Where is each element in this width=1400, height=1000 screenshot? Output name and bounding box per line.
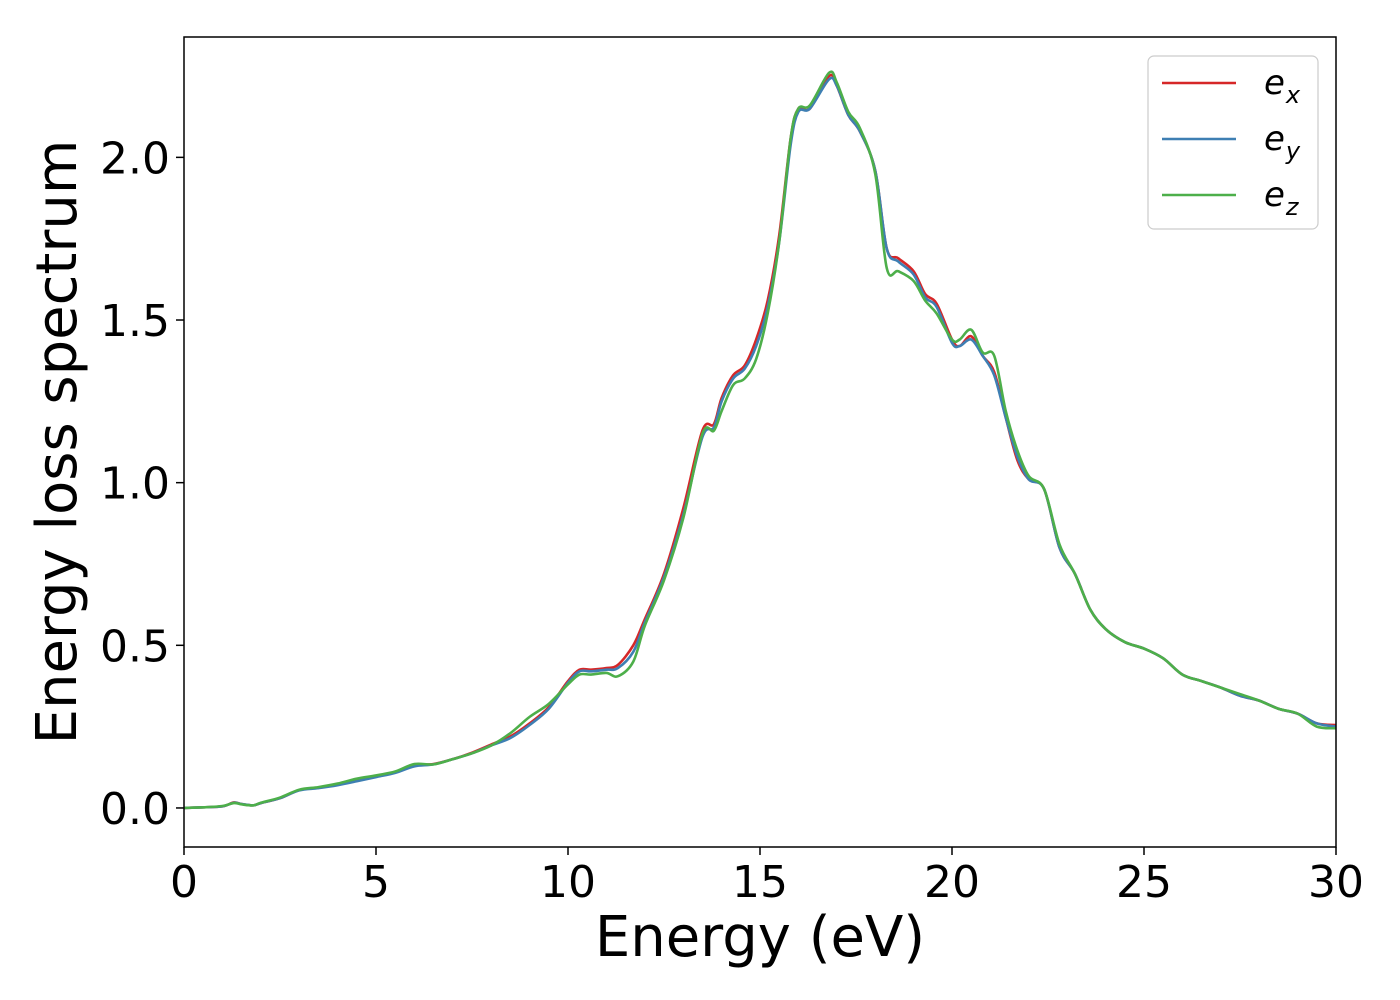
legend-label: ey bbox=[1264, 119, 1301, 165]
x-tick-label: 10 bbox=[540, 857, 596, 908]
x-tick-label: 15 bbox=[732, 857, 788, 908]
y-tick-label: 2.0 bbox=[100, 133, 170, 184]
y-tick-label: 0.0 bbox=[100, 784, 170, 835]
legend-box bbox=[1147, 55, 1319, 230]
y-axis-label: Energy loss spectrum bbox=[25, 140, 90, 745]
y-axis: 0.0 0.5 1.0 1.5 2.0 bbox=[100, 133, 184, 835]
x-tick-label: 20 bbox=[924, 857, 980, 908]
plot-lines bbox=[184, 70, 1336, 810]
x-tick-label: 0 bbox=[170, 857, 198, 908]
series-line-z bbox=[184, 70, 1336, 810]
x-tick-label: 5 bbox=[362, 857, 390, 908]
x-tick-label: 25 bbox=[1116, 857, 1172, 908]
legend-label: ex bbox=[1264, 63, 1301, 109]
x-axis-label: Energy (eV) bbox=[595, 905, 925, 970]
y-tick-label: 1.5 bbox=[100, 296, 170, 347]
y-tick-label: 1.0 bbox=[100, 459, 170, 510]
legend-entry-x: ex bbox=[1162, 63, 1301, 109]
x-axis: 0 5 10 15 20 25 30 bbox=[170, 847, 1364, 908]
x-tick-label: 30 bbox=[1308, 857, 1364, 908]
y-tick-label: 0.5 bbox=[100, 621, 170, 672]
legend-entry-y: ey bbox=[1162, 119, 1301, 165]
